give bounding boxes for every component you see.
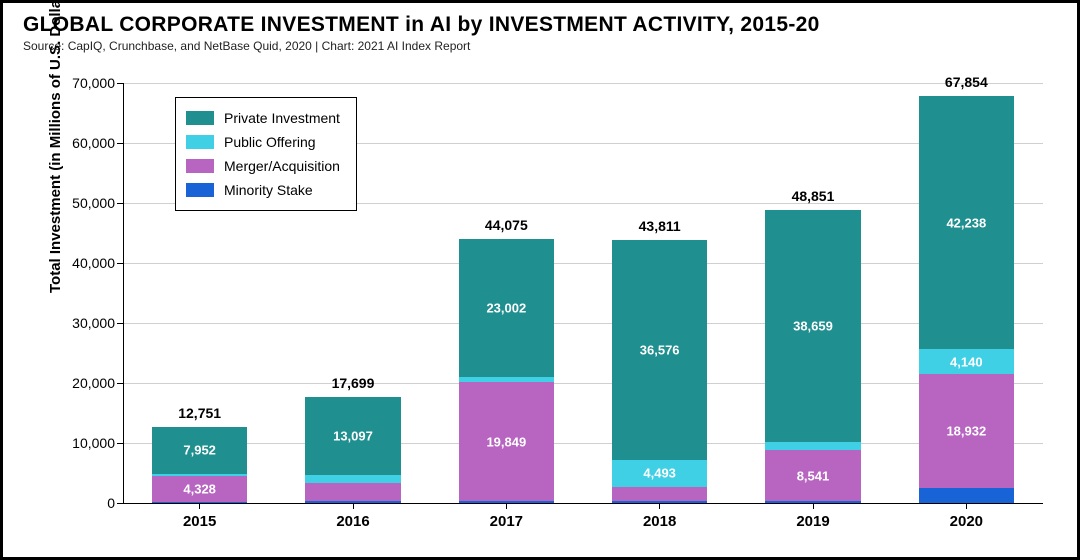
grid-line bbox=[123, 443, 1043, 444]
grid-line bbox=[123, 323, 1043, 324]
bar-segment-private-investment: 38,659 bbox=[765, 210, 860, 442]
x-tick-label: 2018 bbox=[643, 503, 676, 530]
y-axis bbox=[123, 83, 124, 503]
chart-frame: GLOBAL CORPORATE INVESTMENT in AI by INV… bbox=[0, 0, 1080, 560]
grid-line bbox=[123, 83, 1043, 84]
bar-segment-public-offering bbox=[305, 475, 400, 482]
segment-value-label: 4,140 bbox=[919, 354, 1014, 369]
segment-value-label: 8,541 bbox=[765, 468, 860, 483]
segment-value-label: 7,952 bbox=[152, 443, 247, 458]
y-tick-label: 40,000 bbox=[72, 255, 123, 271]
bar-segment-private-investment: 7,952 bbox=[152, 427, 247, 475]
grid-line bbox=[123, 383, 1043, 384]
segment-value-label: 19,849 bbox=[459, 434, 554, 449]
grid-line bbox=[123, 263, 1043, 264]
bar-segment-merger-acquisition: 18,932 bbox=[919, 374, 1014, 488]
bar-segment-merger-acquisition bbox=[305, 483, 400, 501]
y-tick-label: 10,000 bbox=[72, 435, 123, 451]
legend-item: Merger/Acquisition bbox=[186, 154, 340, 178]
segment-value-label: 38,659 bbox=[765, 318, 860, 333]
bar-group: 4,3287,95212,751 bbox=[152, 427, 247, 504]
segment-value-label: 4,328 bbox=[152, 481, 247, 496]
x-tick-label: 2016 bbox=[336, 503, 369, 530]
bar-segment-minority-stake bbox=[305, 501, 400, 503]
legend-item: Public Offering bbox=[186, 130, 340, 154]
bar-segment-public-offering bbox=[152, 474, 247, 476]
bar-segment-merger-acquisition: 8,541 bbox=[765, 450, 860, 501]
segment-value-label: 4,493 bbox=[612, 466, 707, 481]
legend-label: Private Investment bbox=[224, 110, 340, 126]
legend-swatch bbox=[186, 111, 214, 125]
bar-segment-private-investment: 13,097 bbox=[305, 397, 400, 476]
bar-segment-public-offering: 4,493 bbox=[612, 460, 707, 487]
chart-title: GLOBAL CORPORATE INVESTMENT in AI by INV… bbox=[23, 13, 820, 37]
bar-total-label: 67,854 bbox=[919, 74, 1014, 96]
legend-item: Private Investment bbox=[186, 106, 340, 130]
y-tick-label: 30,000 bbox=[72, 315, 123, 331]
plot-area: 010,00020,00030,00040,00050,00060,00070,… bbox=[123, 83, 1043, 503]
bar-total-label: 17,699 bbox=[305, 375, 400, 397]
bar-segment-public-offering: 4,140 bbox=[919, 349, 1014, 374]
y-tick-label: 20,000 bbox=[72, 375, 123, 391]
bar-segment-minority-stake bbox=[459, 501, 554, 503]
bar-total-label: 48,851 bbox=[765, 188, 860, 210]
chart-subtitle: Source: CapIQ, Crunchbase, and NetBase Q… bbox=[23, 39, 470, 53]
bar-segment-public-offering bbox=[765, 442, 860, 450]
legend-label: Public Offering bbox=[224, 134, 316, 150]
segment-value-label: 18,932 bbox=[919, 423, 1014, 438]
x-tick-label: 2019 bbox=[796, 503, 829, 530]
bar-segment-private-investment: 42,238 bbox=[919, 96, 1014, 349]
bar-segment-public-offering bbox=[459, 377, 554, 383]
segment-value-label: 23,002 bbox=[459, 300, 554, 315]
bar-group: 4,49336,57643,811 bbox=[612, 240, 707, 503]
y-tick-label: 60,000 bbox=[72, 135, 123, 151]
y-tick-label: 50,000 bbox=[72, 195, 123, 211]
segment-value-label: 36,576 bbox=[612, 342, 707, 357]
bar-segment-merger-acquisition bbox=[612, 487, 707, 501]
bar-group: 18,9324,14042,23867,854 bbox=[919, 96, 1014, 503]
bar-segment-minority-stake bbox=[612, 501, 707, 503]
bar-total-label: 12,751 bbox=[152, 405, 247, 427]
bar-segment-private-investment: 36,576 bbox=[612, 240, 707, 459]
legend-swatch bbox=[186, 183, 214, 197]
bar-segment-minority-stake bbox=[152, 502, 247, 503]
x-tick-label: 2015 bbox=[183, 503, 216, 530]
bar-group: 13,09717,699 bbox=[305, 397, 400, 503]
bar-group: 8,54138,65948,851 bbox=[765, 210, 860, 503]
segment-value-label: 42,238 bbox=[919, 215, 1014, 230]
legend-swatch bbox=[186, 135, 214, 149]
legend-label: Minority Stake bbox=[224, 182, 313, 198]
bar-total-label: 43,811 bbox=[612, 218, 707, 240]
bar-group: 19,84923,00244,075 bbox=[459, 239, 554, 503]
y-axis-title: Total Investment (in Millions of U.S. Do… bbox=[47, 0, 64, 293]
x-tick-label: 2020 bbox=[950, 503, 983, 530]
legend: Private Investment Public Offering Merger/… bbox=[175, 97, 357, 211]
bar-segment-merger-acquisition: 4,328 bbox=[152, 476, 247, 502]
bar-segment-merger-acquisition: 19,849 bbox=[459, 382, 554, 501]
bar-segment-minority-stake bbox=[919, 488, 1014, 503]
bar-segment-private-investment: 23,002 bbox=[459, 239, 554, 377]
x-tick-label: 2017 bbox=[490, 503, 523, 530]
legend-label: Merger/Acquisition bbox=[224, 158, 340, 174]
legend-item: Minority Stake bbox=[186, 178, 340, 202]
x-axis bbox=[123, 503, 1043, 504]
legend-swatch bbox=[186, 159, 214, 173]
bar-segment-minority-stake bbox=[765, 501, 860, 503]
bar-total-label: 44,075 bbox=[459, 217, 554, 239]
segment-value-label: 13,097 bbox=[305, 429, 400, 444]
y-tick-label: 70,000 bbox=[72, 75, 123, 91]
